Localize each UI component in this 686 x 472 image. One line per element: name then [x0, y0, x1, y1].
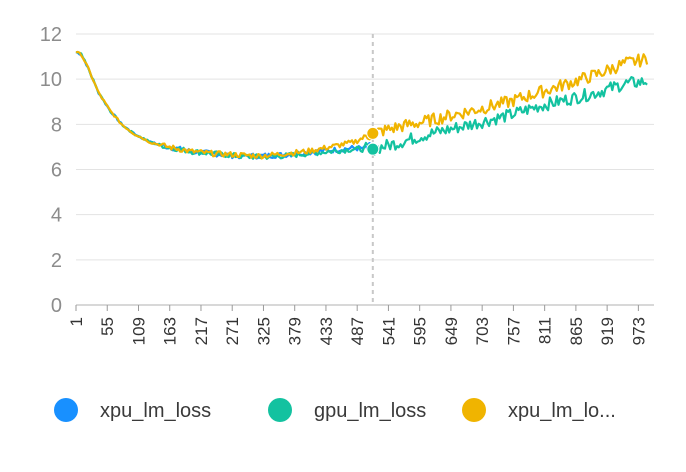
y-tick-label: 12	[40, 24, 62, 46]
x-tick-label: 487	[348, 317, 367, 345]
x-tick-label: 865	[567, 317, 586, 345]
x-tick-label: 433	[317, 317, 336, 345]
x-tick-label: 271	[223, 317, 242, 345]
legend-label-2[interactable]: xpu_lm_lo...	[508, 400, 616, 422]
x-tick-label: 55	[98, 317, 117, 336]
hover-dot-2	[366, 126, 380, 140]
y-tick-label: 10	[40, 69, 62, 91]
series-line-2	[75, 50, 649, 160]
x-tick-label: 595	[411, 317, 430, 345]
x-tick-label: 757	[504, 317, 523, 345]
y-axis-ticks: 0 2 4 6 8 10 12	[40, 24, 62, 317]
x-tick-label: 973	[629, 317, 648, 345]
y-tick-label: 0	[51, 295, 62, 317]
x-tick-label: 217	[192, 317, 211, 345]
grid-lines	[76, 33, 654, 306]
legend-label-1[interactable]: gpu_lm_loss	[314, 400, 426, 422]
legend-label-0[interactable]: xpu_lm_loss	[100, 400, 211, 422]
x-tick-label: 163	[161, 317, 180, 345]
y-tick-label: 8	[51, 114, 62, 136]
x-tick-label: 541	[379, 317, 398, 345]
y-tick-label: 2	[51, 250, 62, 272]
legend-swatch-2[interactable]	[462, 398, 486, 422]
y-tick-label: 4	[51, 205, 62, 227]
x-tick-label: 379	[286, 317, 305, 345]
x-tick-label: 703	[473, 317, 492, 345]
legend-swatch-0[interactable]	[54, 398, 78, 422]
x-tick-label: 919	[598, 317, 617, 345]
x-tick-label: 811	[536, 317, 555, 344]
x-tick-label: 325	[254, 317, 273, 345]
legend-swatch-1[interactable]	[268, 398, 292, 422]
x-axis: 1 55 109 163 217 271 325 379 433 487 541 595 649 703 7…	[67, 305, 648, 345]
y-tick-label: 6	[51, 160, 62, 182]
series-line-0	[75, 51, 374, 160]
series-lines	[75, 50, 649, 160]
x-tick-label: 1	[67, 317, 86, 326]
hover-dot-1	[366, 142, 380, 156]
legend[interactable]: xpu_lm_loss gpu_lm_loss xpu_lm_lo...	[54, 398, 616, 422]
series-line-1	[75, 51, 648, 160]
hover-marker	[366, 34, 380, 305]
x-tick-label: 649	[442, 317, 461, 345]
x-tick-label: 109	[129, 317, 148, 345]
